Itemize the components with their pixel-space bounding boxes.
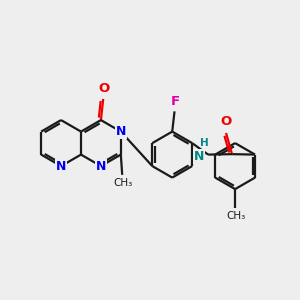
Text: N: N: [96, 160, 106, 172]
Text: N: N: [56, 160, 66, 172]
Text: N: N: [194, 150, 204, 163]
Text: N: N: [116, 125, 126, 138]
Text: F: F: [171, 95, 180, 108]
Text: O: O: [220, 116, 231, 128]
Text: O: O: [98, 82, 109, 95]
Text: CH₃: CH₃: [113, 178, 132, 188]
Text: CH₃: CH₃: [226, 211, 246, 221]
Text: H: H: [200, 138, 209, 148]
